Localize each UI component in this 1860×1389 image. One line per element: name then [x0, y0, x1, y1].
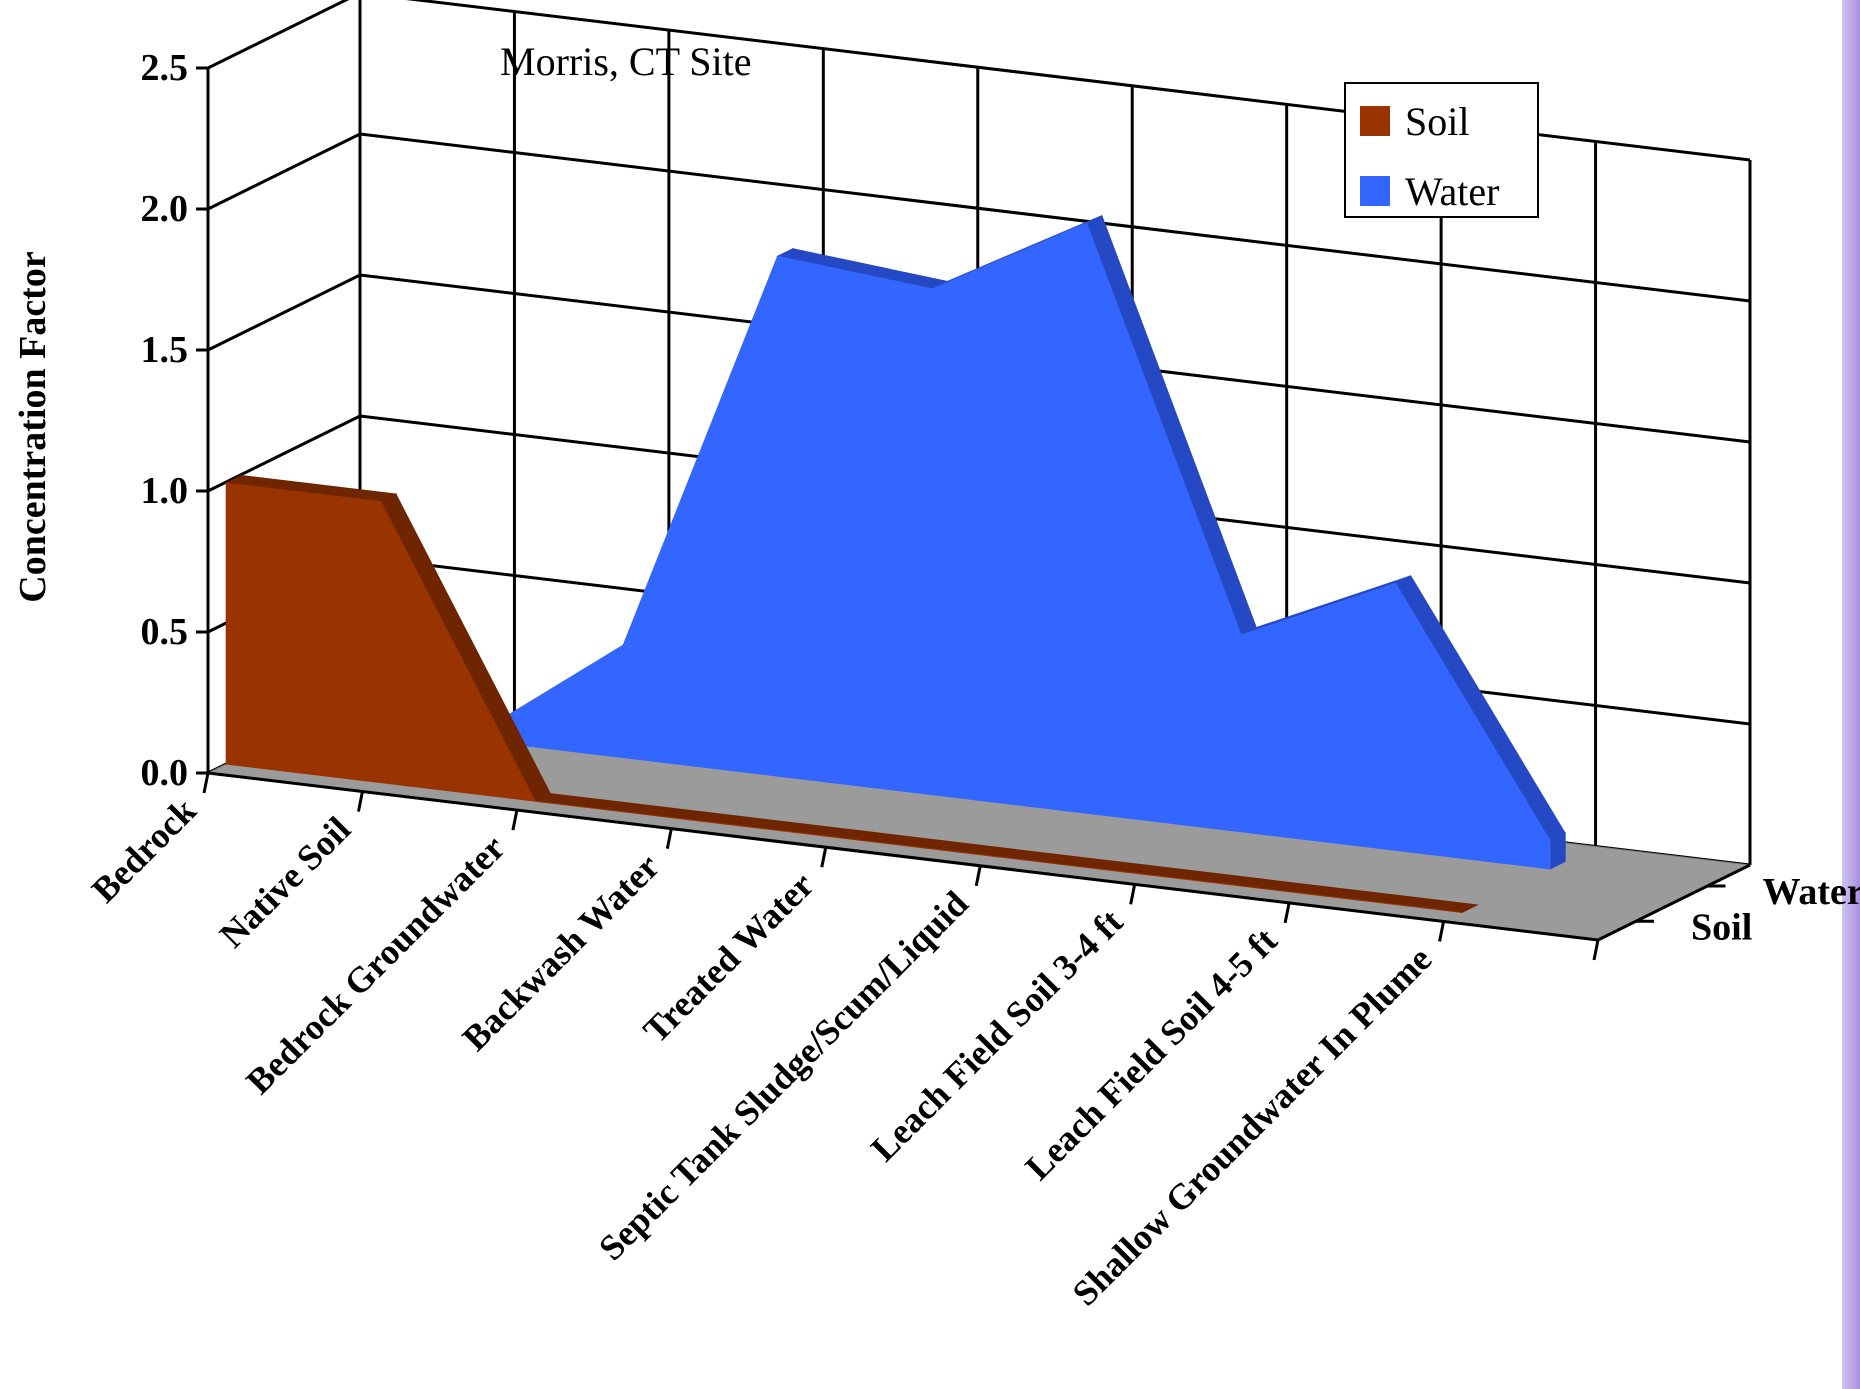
x-tick-mark [511, 809, 519, 831]
series-areas [224, 215, 1566, 913]
gridline-side [207, 132, 361, 211]
x-tick-mark [1129, 884, 1137, 905]
y-tick-label: 1.0 [141, 470, 189, 512]
gridline-side [207, 273, 361, 352]
y-tick-label: 1.5 [141, 329, 189, 371]
depth-label-water: Water [1762, 871, 1860, 913]
gridline-side [207, 0, 350, 70]
x-tick-mark [356, 791, 364, 812]
chart-title: Morris, CT Site [500, 39, 752, 84]
right-edge-band [1842, 0, 1860, 1389]
legend-label-soil: Soil [1405, 99, 1469, 144]
x-tick-mark [820, 846, 828, 868]
x-tick-label: Septic Tank Sludge/Scum/Liquid [591, 883, 976, 1268]
x-tick-mark [665, 828, 673, 849]
x-tick-mark [1283, 902, 1291, 924]
area-front-soil [225, 482, 1462, 913]
axes [196, 66, 1751, 961]
x-tick-label: Native Soil [212, 809, 358, 955]
x-axis-line [207, 771, 1599, 942]
area-end-soil [1461, 904, 1478, 913]
legend-swatch-soil [1360, 106, 1390, 136]
legend: Soil Water [1344, 82, 1539, 218]
x-tick-mark [1592, 939, 1600, 961]
x-tick-label: Treated Water [636, 865, 822, 1051]
y-tick-label: 0.0 [141, 752, 189, 794]
depth-label-soil: Soil [1691, 906, 1752, 948]
area-front-water [314, 222, 1551, 870]
gridline-back [359, 132, 1751, 303]
x-tick-mark [974, 865, 982, 887]
y-tick-label: 0.5 [141, 611, 189, 653]
x-tick-label: Shallow Groundwater In Plume [1065, 939, 1440, 1314]
x-tick-mark [1438, 921, 1446, 942]
depth-axis-line [1597, 863, 1751, 942]
y-tick-label: 2.0 [141, 188, 189, 230]
legend-label-water: Water [1405, 169, 1500, 214]
gridline-side [207, 414, 361, 493]
y-axis-title: Concentration Factor [12, 251, 54, 603]
y-tick-label: 2.5 [141, 47, 189, 89]
legend-swatch-water [1360, 176, 1390, 206]
x-tick-mark [202, 772, 210, 794]
x-tick-label: Bedrock [84, 790, 204, 910]
